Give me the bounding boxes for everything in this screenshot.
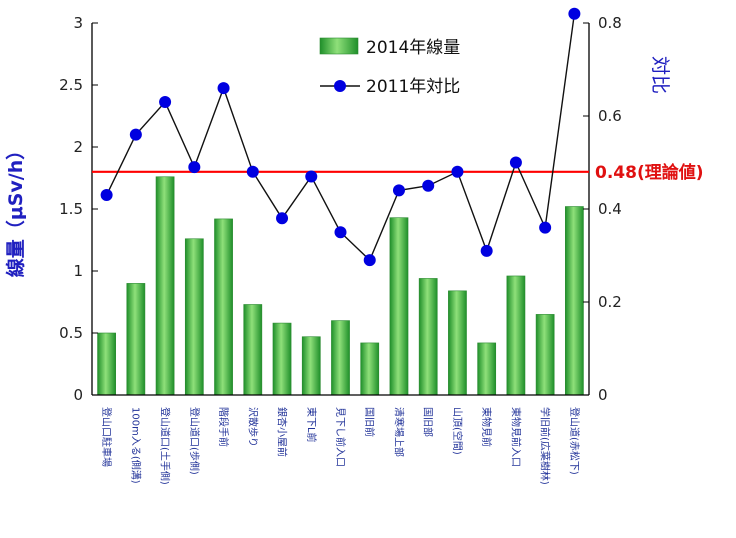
category-label-7: 東下L前	[305, 407, 318, 443]
bar-1	[126, 283, 146, 396]
left-tick-label-4: 2	[73, 138, 83, 156]
legend: 2014年線量 2011年対比	[319, 37, 460, 97]
category-label-16: 登山道(赤松下)	[568, 407, 581, 475]
bar-16	[565, 206, 584, 396]
right-tick-label-3: 0.6	[598, 107, 622, 125]
category-label-11: 国旧部	[422, 407, 435, 437]
category-label-13: 東物見前	[480, 407, 493, 447]
category-label-6: 銀杏小屋前	[276, 407, 289, 457]
reference-line-label: 0.48(理論値)	[595, 162, 703, 183]
left-tick-label-6: 3	[73, 14, 83, 32]
ratio-point-9	[363, 254, 376, 267]
right-tick-label-0: 0	[598, 386, 608, 404]
ratio-point-6	[276, 212, 289, 225]
bar-4	[214, 218, 233, 396]
bar-5	[243, 304, 263, 396]
left-tick-label-3: 1.5	[59, 200, 83, 218]
category-label-4: 階段手前	[217, 407, 230, 447]
legend-line-marker	[334, 80, 346, 92]
bar-13	[477, 342, 497, 396]
ratio-point-11	[422, 179, 435, 192]
ratio-point-8	[334, 226, 347, 239]
ratio-point-15	[539, 221, 552, 234]
ratio-point-14	[509, 156, 522, 169]
bar-15	[535, 314, 555, 396]
left-tick-label-1: 0.5	[59, 324, 83, 342]
left-tick-label-0: 0	[73, 386, 83, 404]
right-tick-label-2: 0.4	[598, 200, 622, 218]
category-label-12: 山頂(空間)	[451, 407, 464, 455]
bar-11	[418, 278, 438, 396]
category-label-1: 100m入る(側溝)	[129, 407, 142, 484]
right-tick-label-1: 0.2	[598, 293, 622, 311]
ratio-point-1	[129, 128, 142, 141]
bar-10	[389, 217, 409, 396]
bar-12	[448, 290, 467, 396]
ratio-point-10	[392, 184, 405, 197]
bar-0	[97, 332, 116, 396]
bar-6	[272, 322, 292, 396]
category-label-8: 見下し前入口	[334, 407, 347, 467]
category-label-10: 清寒場上部	[392, 407, 405, 457]
ratio-point-4	[217, 82, 230, 95]
category-label-0: 登山口駐車場	[100, 407, 113, 467]
ratio-point-3	[188, 161, 201, 174]
ratio-point-2	[159, 96, 172, 109]
category-label-5: 沢散歩り	[246, 407, 259, 447]
ratio-point-5	[246, 165, 259, 178]
category-label-9: 国旧前	[363, 407, 376, 437]
ratio-point-12	[451, 165, 464, 178]
right-tick-label-4: 0.8	[598, 14, 622, 32]
ratio-point-16	[568, 7, 581, 20]
legend-bar-swatch	[319, 37, 359, 55]
legend-bar-label: 2014年線量	[366, 38, 460, 58]
category-label-15: 学旧前(広葉樹林)	[539, 407, 552, 485]
left-tick-label-2: 1	[73, 262, 83, 280]
y-axis-title: 線量（μSv/h）	[4, 141, 27, 278]
bar-14	[506, 275, 526, 396]
category-label-14: 東物見前入口	[509, 407, 522, 467]
ratio-point-7	[305, 170, 318, 183]
bar-8	[331, 320, 350, 396]
bar-9	[360, 342, 380, 396]
category-label-3: 登山道口(歩側)	[188, 407, 201, 475]
ratio-point-0	[100, 189, 113, 202]
category-label-2: 登山道口(土手側)	[159, 407, 172, 485]
legend-line-label: 2011年対比	[366, 77, 460, 97]
left-tick-label-5: 2.5	[59, 76, 83, 94]
y2-axis-title: 対比	[649, 56, 671, 94]
bar-2	[155, 176, 175, 396]
ratio-point-13	[480, 244, 493, 257]
bar-7	[301, 336, 321, 396]
bar-3	[184, 238, 204, 396]
